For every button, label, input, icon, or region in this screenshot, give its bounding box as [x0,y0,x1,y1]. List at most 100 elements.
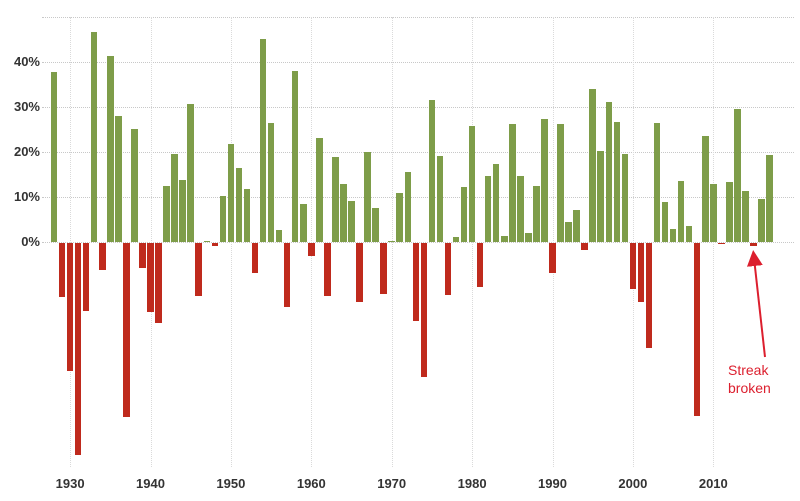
bar-1970 [388,241,395,242]
bar-1928 [50,71,58,242]
bar-1943 [171,154,178,242]
gridline-h [42,107,794,108]
bar-2006 [677,180,685,242]
bar-1931 [74,243,82,455]
bar-1995 [589,88,596,242]
bar-1979 [460,186,468,242]
bar-2017 [766,154,773,242]
bar-1929 [58,243,66,297]
streak-broken-annotation: Streak broken [728,361,771,397]
x-axis-tick-label: 1980 [457,476,487,491]
bar-1973 [412,243,420,322]
bar-1938 [131,128,138,242]
bar-1949 [219,195,227,242]
bar-1951 [235,167,243,242]
gridline-h [42,17,794,18]
bar-1944 [179,179,186,242]
bar-1940 [147,243,154,312]
gridline-h [42,152,794,153]
bar-1975 [428,100,436,242]
annotation-text-line2: broken [728,380,771,396]
bar-1957 [283,243,291,308]
bar-1978 [452,237,460,242]
bar-1982 [484,175,492,242]
gridline-h [42,197,794,198]
bar-2005 [669,228,677,242]
x-axis-tick-label: 1930 [55,476,85,491]
bar-1952 [243,188,251,242]
gridline-v [311,17,313,467]
gridline-v [70,17,72,467]
bar-1955 [267,123,275,242]
bar-1997 [605,102,613,242]
bar-1961 [316,137,323,242]
bar-1958 [291,70,299,242]
bar-2012 [726,181,733,242]
bar-1950 [227,143,235,242]
bar-1969 [380,243,387,295]
bar-2015 [750,243,757,247]
gridline-v [632,17,634,467]
gridline-h [42,62,794,63]
x-axis-tick-label: 1940 [136,476,165,491]
y-axis-tick-label: 0% [21,234,40,249]
bar-1933 [90,32,98,242]
bar-1998 [613,121,621,242]
bar-1981 [476,243,484,287]
bar-1965 [348,201,355,242]
bar-1959 [300,203,307,242]
bar-1968 [372,207,379,242]
bar-2010 [710,184,717,242]
x-axis-tick-label: 1970 [377,476,407,491]
bar-1993 [573,210,580,242]
bar-1936 [115,116,122,242]
y-axis-tick-label: 40% [13,54,40,69]
bar-1977 [444,243,452,295]
bar-1983 [492,164,500,242]
bar-1939 [139,243,146,268]
y-axis-tick-label: 20% [13,144,40,159]
bar-1954 [259,39,267,242]
bar-1999 [621,154,629,242]
bar-1937 [123,243,130,417]
bar-1985 [509,123,516,242]
gridline-v [391,17,393,467]
bar-2011 [718,243,725,244]
bar-1967 [364,151,371,242]
bar-1932 [82,243,90,312]
bar-1990 [549,243,556,273]
bar-2004 [661,201,669,242]
bar-1962 [324,243,331,297]
gridline-v [150,17,152,467]
bar-1956 [275,230,283,242]
y-axis-tick-label: 10% [13,189,40,204]
bar-1960 [308,243,315,257]
gridline-v [472,17,474,467]
bar-1989 [541,119,548,242]
bar-1972 [404,171,412,242]
bar-1935 [107,55,114,242]
bar-2001 [637,243,645,302]
y-axis-tick-label: 30% [13,99,40,114]
gridline-v [552,17,554,467]
x-axis-tick-label: 2010 [698,476,728,491]
bar-1971 [396,193,403,242]
bar-1964 [340,183,347,242]
bar-2016 [758,199,765,242]
bar-1986 [517,176,524,242]
bar-1991 [557,123,564,242]
bar-1953 [251,243,259,273]
bar-1948 [211,243,219,246]
bar-1942 [163,186,170,242]
bar-2007 [685,226,693,242]
gridline-h [42,242,794,243]
bar-1930 [66,243,74,372]
bar-1946 [195,243,202,297]
bar-1941 [155,243,162,324]
bar-1984 [501,235,508,242]
bar-1974 [420,243,428,377]
bar-1980 [468,126,476,242]
bar-2008 [693,243,701,417]
